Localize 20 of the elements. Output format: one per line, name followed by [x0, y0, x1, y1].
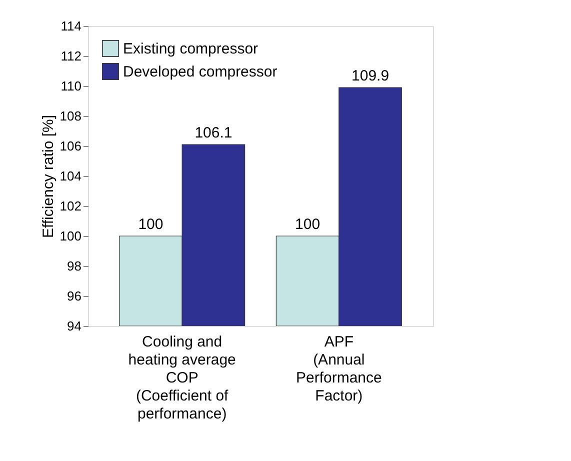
y-tick-label: 102 [60, 198, 82, 214]
legend-label: Existing compressor [123, 40, 258, 58]
data-label: 109.9 [352, 68, 390, 84]
y-tick-label: 100 [60, 228, 82, 244]
x-tick-label: APF (Annual Performance Factor) [296, 334, 382, 404]
y-tick-label: 104 [60, 168, 82, 184]
data-label: 100 [138, 216, 164, 233]
y-tick-label: 114 [60, 18, 82, 34]
y-tick-label: 94 [67, 318, 82, 334]
y-tick-label: 112 [60, 48, 82, 64]
x-tick-label: Cooling and heating average COP (Coefficient of performance) [128, 334, 236, 422]
y-tick-label: 96 [67, 288, 82, 304]
data-label: 106.1 [194, 124, 232, 142]
y-tick-label: 110 [60, 78, 82, 94]
y-axis-title: Efficiency ratio [%] [40, 114, 57, 238]
y-tick-label: 108 [60, 108, 82, 124]
legend-label: Developed compressor [123, 64, 278, 80]
y-tick-label: 98 [67, 258, 82, 274]
data-label: 100 [295, 216, 320, 233]
y-tick-label: 106 [60, 138, 82, 154]
